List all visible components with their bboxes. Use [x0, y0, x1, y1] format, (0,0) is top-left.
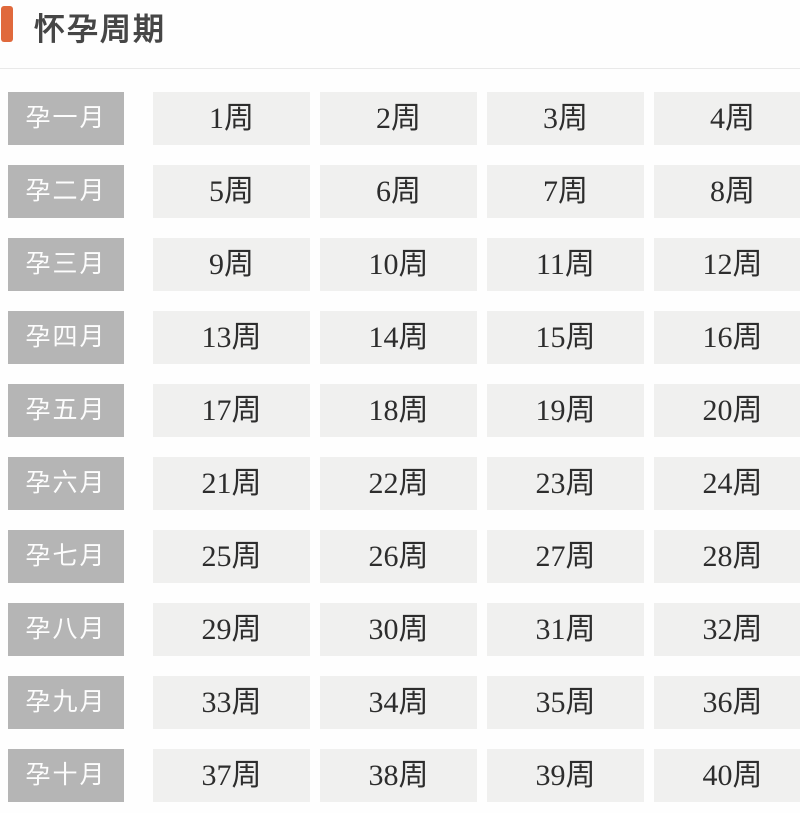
- table-row: 孕二月 5周 6周 7周 8周: [8, 165, 800, 218]
- week-cell[interactable]: 13周: [153, 311, 310, 364]
- header-divider: [0, 68, 800, 69]
- week-cell[interactable]: 11周: [487, 238, 644, 291]
- month-label: 孕四月: [8, 311, 124, 364]
- week-cell[interactable]: 25周: [153, 530, 310, 583]
- table-row: 孕三月 9周 10周 11周 12周: [8, 238, 800, 291]
- month-label: 孕九月: [8, 676, 124, 729]
- week-cell[interactable]: 32周: [654, 603, 800, 656]
- week-cell[interactable]: 1周: [153, 92, 310, 145]
- pregnancy-week-table: 孕一月 1周 2周 3周 4周孕二月 5周 6周 7周 8周孕三月 9周 10周 11周 12周孕四月 1…: [8, 92, 800, 802]
- month-label: 孕十月: [8, 749, 124, 802]
- week-cell[interactable]: 22周: [320, 457, 477, 510]
- week-cell[interactable]: 18周: [320, 384, 477, 437]
- week-cell[interactable]: 7周: [487, 165, 644, 218]
- week-cell[interactable]: 31周: [487, 603, 644, 656]
- week-cell[interactable]: 19周: [487, 384, 644, 437]
- table-row: 孕十月 37周 38周 39周 40周: [8, 749, 800, 802]
- month-label: 孕二月: [8, 165, 124, 218]
- week-cell[interactable]: 28周: [654, 530, 800, 583]
- week-cell[interactable]: 3周: [487, 92, 644, 145]
- table-row: 孕九月 33周 34周 35周 36周: [8, 676, 800, 729]
- week-cell[interactable]: 5周: [153, 165, 310, 218]
- week-cell[interactable]: 12周: [654, 238, 800, 291]
- week-cell[interactable]: 40周: [654, 749, 800, 802]
- week-cell[interactable]: 17周: [153, 384, 310, 437]
- week-cell[interactable]: 14周: [320, 311, 477, 364]
- week-cell[interactable]: 27周: [487, 530, 644, 583]
- week-cell[interactable]: 35周: [487, 676, 644, 729]
- month-label: 孕一月: [8, 92, 124, 145]
- month-label: 孕七月: [8, 530, 124, 583]
- week-cell[interactable]: 2周: [320, 92, 477, 145]
- week-cell[interactable]: 39周: [487, 749, 644, 802]
- week-cell[interactable]: 37周: [153, 749, 310, 802]
- table-row: 孕七月 25周 26周 27周 28周: [8, 530, 800, 583]
- week-cell[interactable]: 36周: [654, 676, 800, 729]
- week-cell[interactable]: 10周: [320, 238, 477, 291]
- month-label: 孕八月: [8, 603, 124, 656]
- week-cell[interactable]: 15周: [487, 311, 644, 364]
- week-cell[interactable]: 38周: [320, 749, 477, 802]
- week-cell[interactable]: 20周: [654, 384, 800, 437]
- week-cell[interactable]: 23周: [487, 457, 644, 510]
- week-cell[interactable]: 34周: [320, 676, 477, 729]
- week-cell[interactable]: 26周: [320, 530, 477, 583]
- week-cell[interactable]: 16周: [654, 311, 800, 364]
- week-cell[interactable]: 30周: [320, 603, 477, 656]
- month-label: 孕五月: [8, 384, 124, 437]
- title-accent-bar: [1, 6, 13, 42]
- month-label: 孕六月: [8, 457, 124, 510]
- week-cell[interactable]: 4周: [654, 92, 800, 145]
- page-title: 怀孕周期: [34, 12, 166, 47]
- week-cell[interactable]: 8周: [654, 165, 800, 218]
- week-cell[interactable]: 9周: [153, 238, 310, 291]
- week-cell[interactable]: 21周: [153, 457, 310, 510]
- page-header: 怀孕周期: [0, 0, 800, 68]
- table-row: 孕五月 17周 18周 19周 20周: [8, 384, 800, 437]
- week-cell[interactable]: 33周: [153, 676, 310, 729]
- table-row: 孕六月 21周 22周 23周 24周: [8, 457, 800, 510]
- week-cell[interactable]: 24周: [654, 457, 800, 510]
- week-cell[interactable]: 29周: [153, 603, 310, 656]
- month-label: 孕三月: [8, 238, 124, 291]
- week-cell[interactable]: 6周: [320, 165, 477, 218]
- table-row: 孕四月 13周 14周 15周 16周: [8, 311, 800, 364]
- table-row: 孕八月 29周 30周 31周 32周: [8, 603, 800, 656]
- table-row: 孕一月 1周 2周 3周 4周: [8, 92, 800, 145]
